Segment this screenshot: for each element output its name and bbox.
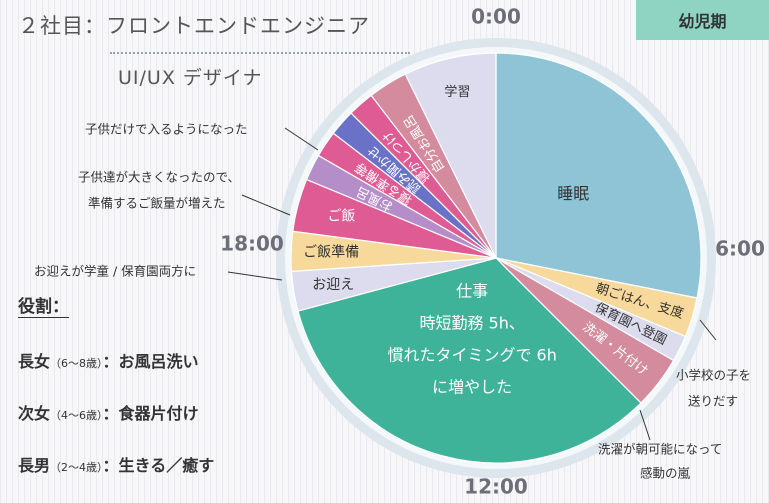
annotation-text: 子供達が大きくなったので、 — [78, 170, 240, 185]
annotation-text: 送りだす — [688, 394, 738, 409]
slice-label: ご飯準備 — [303, 244, 359, 261]
pie-slice — [495, 52, 702, 299]
role-sep: ： — [102, 352, 119, 371]
slice-label: お迎え — [312, 277, 354, 293]
role-name: 長男 — [18, 456, 51, 475]
slice-label: 時短勤務 5h、 — [419, 313, 524, 332]
annotation-text: 子供だけで入るようになった — [85, 122, 248, 137]
clock-label: 0:00 — [471, 5, 521, 29]
role-sep: ： — [102, 456, 119, 475]
slice-label: ご飯 — [327, 208, 355, 225]
role-age: （2～4歳） — [50, 461, 103, 474]
annotation-leader-line — [284, 127, 319, 151]
role-task: お風呂洗い — [118, 352, 199, 371]
annotation-leader-line — [227, 271, 283, 281]
roles-section: 役割： 長女（6～8歳）：お風呂洗い 次女（4～6歳）：食器片付け 長男（2～4… — [18, 292, 214, 475]
role-name: 次女 — [18, 404, 51, 423]
annotation-leader-line — [241, 194, 291, 216]
period-badge: 幼児期 — [636, 0, 769, 40]
role-name: 長女 — [18, 352, 51, 371]
annotation-text: 洗濯が朝可能になって — [598, 442, 722, 457]
slice-label: 仕事 — [456, 281, 488, 300]
annotation-text: 準備するご飯量が増えた — [88, 196, 226, 211]
role-task: 食器片付け — [118, 404, 199, 423]
role-task: 生きる／癒す — [118, 456, 215, 475]
annotation-text: 感動の嵐 — [640, 466, 691, 481]
role-row: 長女（6～8歳）：お風呂洗い — [18, 348, 199, 372]
role-sep: ： — [102, 404, 119, 423]
role-row: 長男（2～4歳）：生きる／癒す — [18, 452, 214, 476]
annotation-text: 小学校の子を — [676, 368, 751, 383]
slice-label: 慣れたタイミングで 6h — [387, 345, 556, 364]
pie-slice — [297, 257, 642, 464]
slice-label: 学習 — [444, 84, 470, 100]
title-divider — [110, 52, 410, 54]
slice-label: に増やした — [432, 377, 512, 396]
clock-label: 18:00 — [220, 232, 284, 256]
page-subtitle: UI/UX デザイナ — [118, 67, 263, 89]
role-row: 次女（4～6歳）：食器片付け — [18, 400, 199, 424]
role-age: （4～6歳） — [50, 409, 103, 422]
role-age: （6～8歳） — [50, 357, 103, 370]
annotation-leader-line — [699, 319, 717, 341]
slice-label: 睡眠 — [557, 184, 589, 203]
clock-label: 12:00 — [464, 475, 528, 499]
annotation-leader-line — [639, 409, 651, 441]
pie-slice — [404, 52, 497, 259]
clock-label: 6:00 — [715, 237, 765, 261]
page-title: ２社目：フロントエンドエンジニア — [18, 14, 370, 38]
annotation-text: お迎えが学童 / 保育園両方に — [34, 264, 196, 279]
roles-title: 役割： — [18, 297, 69, 317]
